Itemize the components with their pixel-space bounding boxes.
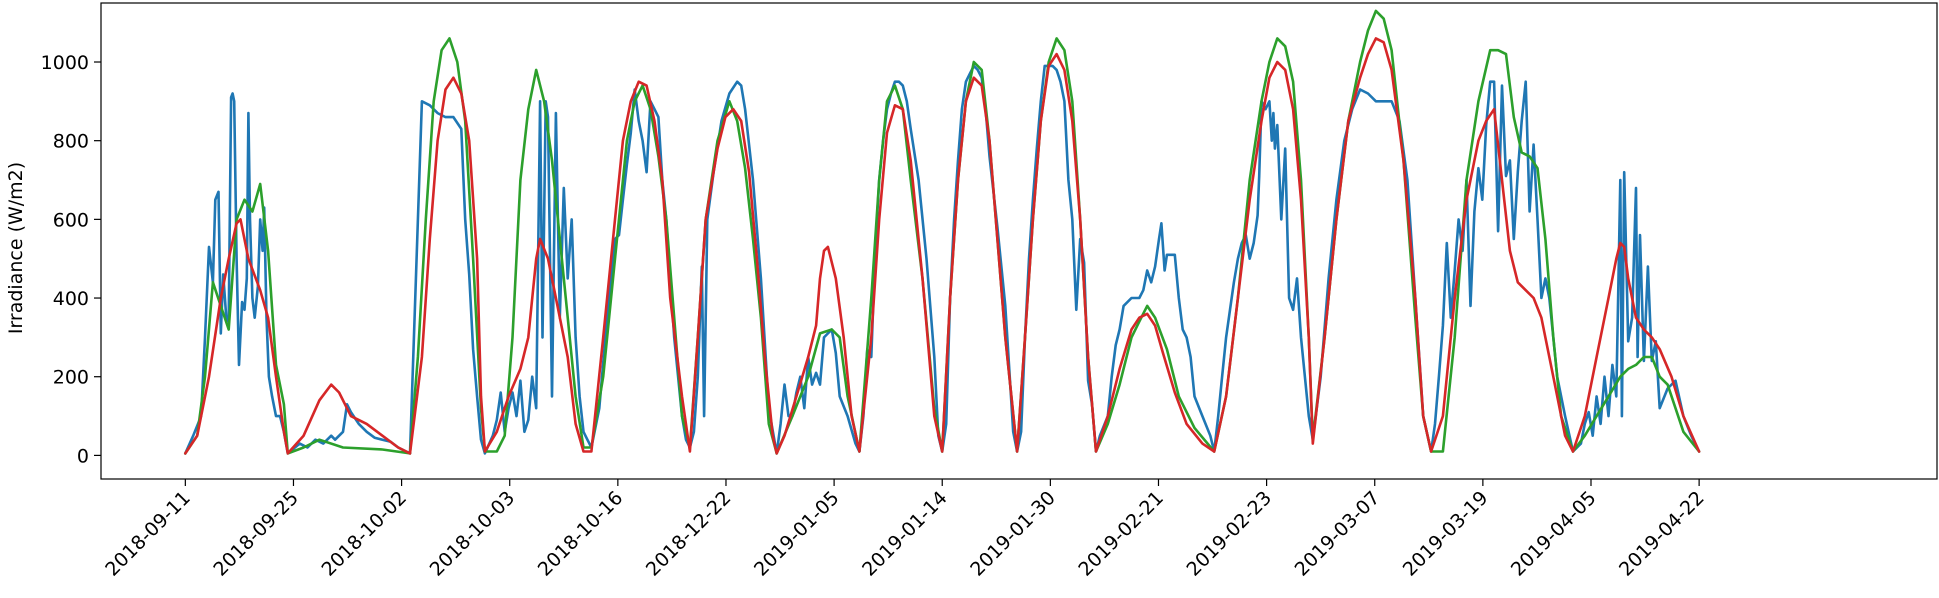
plot-area-frame bbox=[100, 2, 1938, 480]
series-line-1 bbox=[184, 64, 1701, 455]
x-tick-label: 2019-04-05 bbox=[1507, 487, 1601, 581]
y-tick-label: 200 bbox=[53, 367, 89, 389]
x-axis-ticks: 2018-09-11 2018-09-25 2018-10-02 2018-10-03… bbox=[101, 479, 1709, 581]
x-tick-label: 2018-10-02 bbox=[317, 487, 411, 581]
x-tick-label: 2018-10-03 bbox=[426, 487, 520, 581]
x-tick-label: 2019-04-22 bbox=[1615, 487, 1709, 581]
x-tick-label: 2019-01-30 bbox=[966, 487, 1060, 581]
y-axis-ticks: 0 200 400 600 800 1000 bbox=[41, 52, 101, 467]
series-layer bbox=[184, 9, 1701, 455]
y-tick-label: 0 bbox=[77, 445, 89, 467]
x-tick-label: 2018-10-16 bbox=[534, 487, 628, 581]
x-tick-label: 2018-09-25 bbox=[209, 487, 303, 581]
series-line-3 bbox=[184, 37, 1701, 455]
y-tick-label: 1000 bbox=[41, 52, 89, 74]
x-tick-label: 2019-03-19 bbox=[1399, 487, 1493, 581]
y-tick-label: 800 bbox=[53, 131, 89, 153]
x-tick-label: 2018-09-11 bbox=[101, 487, 195, 581]
x-tick-label: 2019-02-23 bbox=[1183, 487, 1277, 581]
x-tick-label: 2019-03-07 bbox=[1291, 487, 1385, 581]
y-axis-label: Irradiance (W/m2) bbox=[5, 162, 27, 334]
y-tick-label: 400 bbox=[53, 288, 89, 310]
x-tick-label: 2019-02-21 bbox=[1074, 487, 1168, 581]
y-tick-label: 600 bbox=[53, 209, 89, 231]
x-tick-label: 2019-01-05 bbox=[750, 487, 844, 581]
x-tick-label: 2019-01-14 bbox=[858, 487, 952, 581]
x-tick-label: 2018-12-22 bbox=[642, 487, 736, 581]
